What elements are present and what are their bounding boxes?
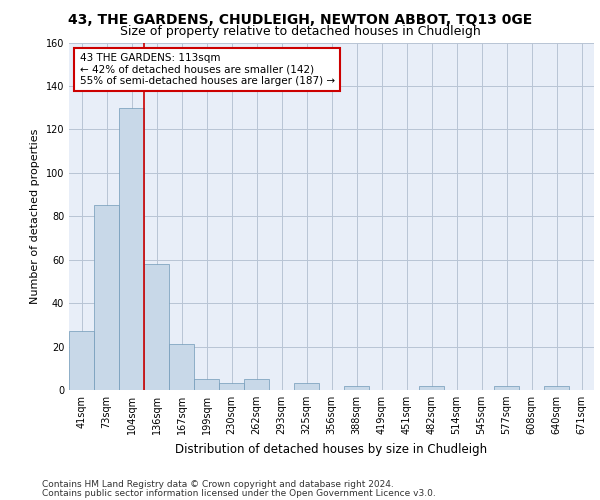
Bar (169, 344, 194, 390)
Text: Contains HM Land Registry data © Crown copyright and database right 2024.: Contains HM Land Registry data © Crown c… (42, 480, 394, 489)
Bar (244, 379, 269, 390)
Bar (294, 384, 319, 390)
Bar (419, 386, 444, 390)
Bar (144, 264, 169, 390)
Y-axis label: Number of detached properties: Number of detached properties (30, 128, 40, 304)
Bar (194, 379, 219, 390)
Bar (119, 108, 144, 390)
Bar (219, 384, 244, 390)
Text: Size of property relative to detached houses in Chudleigh: Size of property relative to detached ho… (119, 25, 481, 38)
X-axis label: Distribution of detached houses by size in Chudleigh: Distribution of detached houses by size … (175, 442, 488, 456)
Text: Contains public sector information licensed under the Open Government Licence v3: Contains public sector information licen… (42, 488, 436, 498)
Bar (544, 386, 569, 390)
Text: 43, THE GARDENS, CHUDLEIGH, NEWTON ABBOT, TQ13 0GE: 43, THE GARDENS, CHUDLEIGH, NEWTON ABBOT… (68, 12, 532, 26)
Bar (94, 206, 119, 390)
Bar (69, 332, 94, 390)
Bar (344, 386, 369, 390)
Text: 43 THE GARDENS: 113sqm
← 42% of detached houses are smaller (142)
55% of semi-de: 43 THE GARDENS: 113sqm ← 42% of detached… (79, 53, 335, 86)
Bar (494, 386, 519, 390)
